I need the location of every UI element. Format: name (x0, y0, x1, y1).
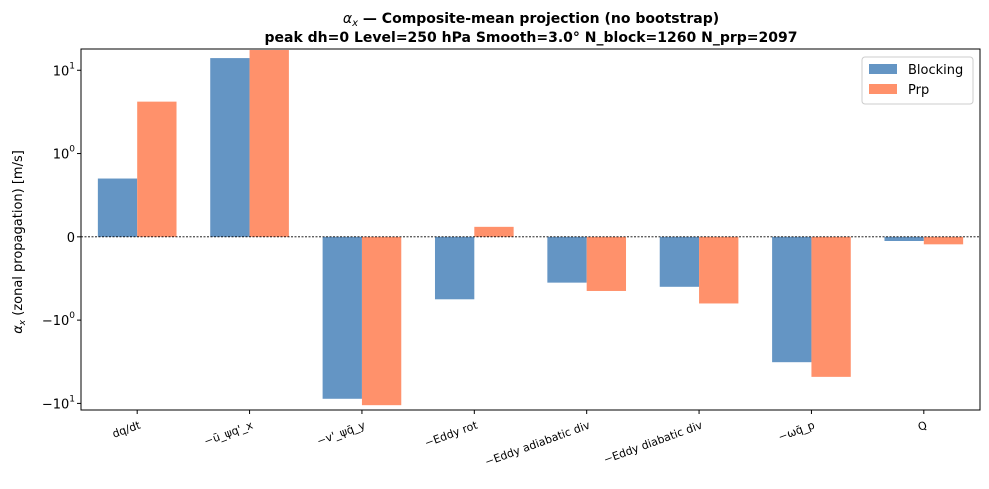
bar-prp-1 (249, 50, 289, 237)
legend-swatch-blocking (869, 64, 897, 74)
x-tick-label-3: −Eddy rot (423, 418, 480, 449)
y-tick-exp-4: 1 (69, 394, 75, 404)
x-tick-label-5: −Eddy diabatic div (602, 418, 705, 466)
bar-prp-4 (586, 236, 627, 291)
y-tick-label-0: 101 (53, 61, 75, 79)
bar-blocking-3 (434, 236, 475, 300)
y-tick-exp-3: 0 (69, 311, 75, 321)
x-tick-label-0: dq/dt (111, 418, 143, 440)
legend-swatch-prp (869, 84, 897, 94)
y-tick-base-1: 10 (53, 148, 70, 163)
chart-title-line-2: peak dh=0 Level=250 hPa Smooth=3.0° N_bl… (265, 30, 798, 46)
legend-label-prp: Prp (908, 83, 929, 98)
y-axis-label: αx (zonal propagation) [m/s] (11, 150, 28, 334)
bar-blocking-4 (547, 236, 587, 283)
x-tick-label-2: −v'_ψq̄_y (315, 418, 367, 448)
bar-prp-7 (923, 236, 964, 245)
bar-prp-0 (137, 101, 177, 237)
x-ticks-layer: dq/dt −ū_ψq'_x −v'_ψq̄_y −Eddy rot −Eddy adi… (111, 410, 929, 469)
plot-frame (80, 48, 981, 411)
bar-blocking-2 (322, 236, 362, 399)
y-tick-label-3: −100 (42, 311, 75, 329)
legend-label-blocking: Blocking (908, 63, 963, 78)
x-tick-label-4: −Eddy adiabatic div (483, 418, 592, 468)
bar-blocking-5 (659, 236, 700, 287)
y-tick-base-4: −10 (42, 397, 69, 412)
chart-title-line-1: αx — Composite-mean projection (no boots… (343, 11, 719, 29)
bar-blocking-7 (884, 236, 924, 241)
y-tick-base-0: 10 (53, 64, 70, 79)
bar-blocking-1 (210, 58, 250, 237)
bar-prp-6 (811, 236, 851, 377)
bar-prp-2 (361, 236, 402, 406)
bar-prp-5 (699, 236, 739, 304)
x-tick-label-7: Q (916, 418, 929, 433)
y-tick-label-1: 100 (53, 145, 76, 163)
x-tick-label-6: −ωq̄_p (776, 419, 816, 444)
y-tick-label-2: 0 (67, 231, 75, 246)
y-tick-base-3: −10 (42, 314, 69, 329)
y-tick-exp-1: 0 (69, 145, 75, 155)
x-tick-label-1: −ū_ψq'_x (202, 418, 255, 448)
y-tick-exp-0: 1 (69, 61, 75, 71)
bar-blocking-6 (772, 236, 812, 363)
bars-layer (97, 50, 964, 406)
y-tick-label-4: −101 (42, 394, 75, 412)
bar-prp-3 (474, 226, 514, 237)
bar-blocking-0 (97, 178, 138, 237)
legend: Blocking Prp (861, 56, 974, 105)
